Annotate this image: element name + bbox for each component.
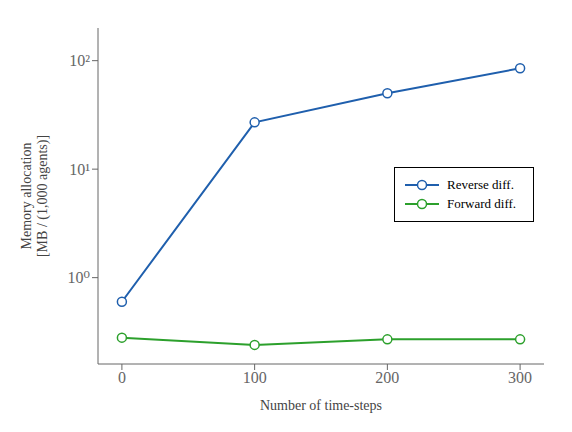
svg-text:100: 100 xyxy=(243,369,267,386)
svg-text:10⁰: 10⁰ xyxy=(68,269,90,286)
svg-text:0: 0 xyxy=(118,369,126,386)
svg-text:300: 300 xyxy=(508,369,532,386)
svg-text:10¹: 10¹ xyxy=(69,161,90,178)
svg-text:200: 200 xyxy=(375,369,399,386)
svg-text:10²: 10² xyxy=(69,52,90,69)
svg-text:Memory allocation[MB / (1,000: Memory allocation[MB / (1,000 agents)] xyxy=(19,135,52,257)
svg-text:Number of time-steps: Number of time-steps xyxy=(260,398,382,413)
html-text:Reverse diff.: Reverse diff. xyxy=(447,177,514,192)
html-text:Forward diff.: Forward diff. xyxy=(447,196,517,211)
